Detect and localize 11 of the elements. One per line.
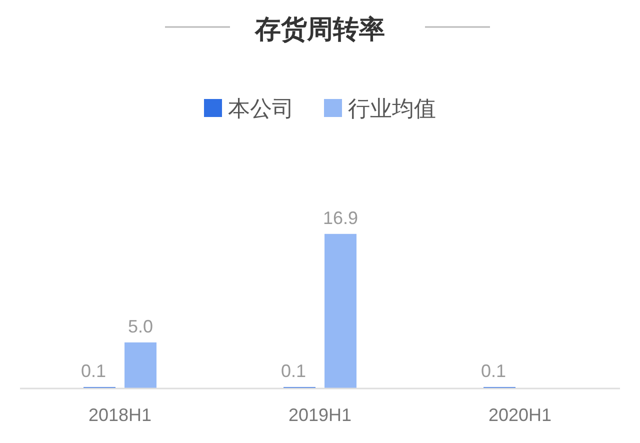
x-tick-label: 2020H1 xyxy=(488,405,552,425)
chart-title: 存货周转率 xyxy=(254,14,385,44)
legend-label: 行业均值 xyxy=(348,96,436,121)
legend-label: 本公司 xyxy=(228,96,294,121)
data-label: 0.1 xyxy=(480,361,506,382)
x-tick-label: 2018H1 xyxy=(88,405,152,425)
x-tick-label: 2019H1 xyxy=(288,405,352,425)
data-label: 0.1 xyxy=(280,361,306,382)
data-label: 5.0 xyxy=(128,316,154,336)
data-label: 16.9 xyxy=(322,208,358,228)
data-label: 0.1 xyxy=(80,361,106,382)
